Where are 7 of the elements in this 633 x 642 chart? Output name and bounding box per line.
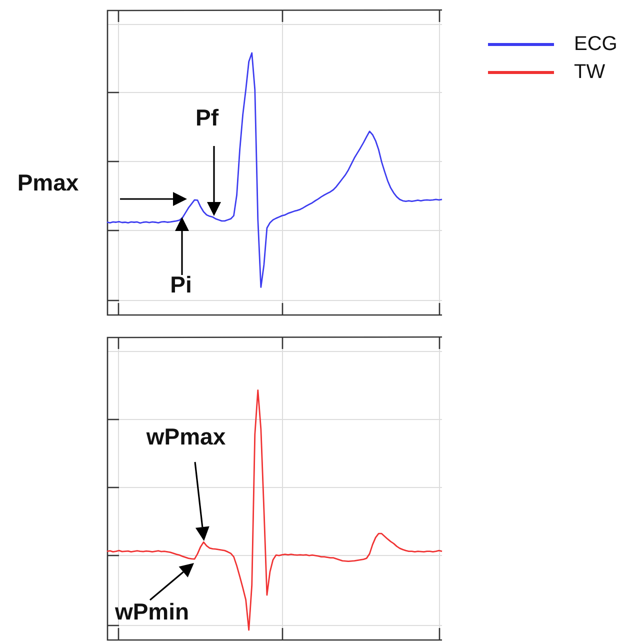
annotation: Pf [196,104,218,130]
legend-label: ECG [574,32,618,56]
annotation: wPmin [114,598,190,624]
annotation: wPmax [146,424,226,450]
legend-label: TW [574,60,606,84]
text: Pmax [17,170,79,196]
annotation: Pi [170,272,192,298]
